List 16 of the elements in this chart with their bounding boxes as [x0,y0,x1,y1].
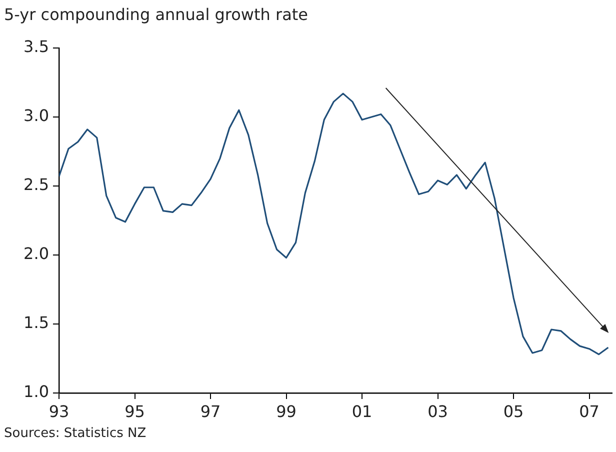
x-tick-label: 03 [428,402,448,421]
y-tick-label: 3.5 [24,37,49,56]
x-tick-label: 01 [352,402,372,421]
x-tick-label: 05 [503,402,524,421]
y-tick-label: 1.0 [24,382,49,402]
y-tick-label: 2.0 [24,244,49,264]
y-tick-label: 3.0 [24,106,49,126]
x-tick-label: 99 [276,402,296,421]
x-tick-label: 07 [579,402,600,421]
source-note: Sources: Statistics NZ [4,426,146,441]
x-tick-label: 93 [48,402,70,421]
chart-title: 5-yr compounding annual growth rate [4,5,308,24]
x-tick-label: 95 [124,402,145,421]
y-tick-label: 2.5 [24,175,49,194]
y-tick-label: 1.5 [24,313,49,332]
x-tick-label: 97 [200,402,221,421]
